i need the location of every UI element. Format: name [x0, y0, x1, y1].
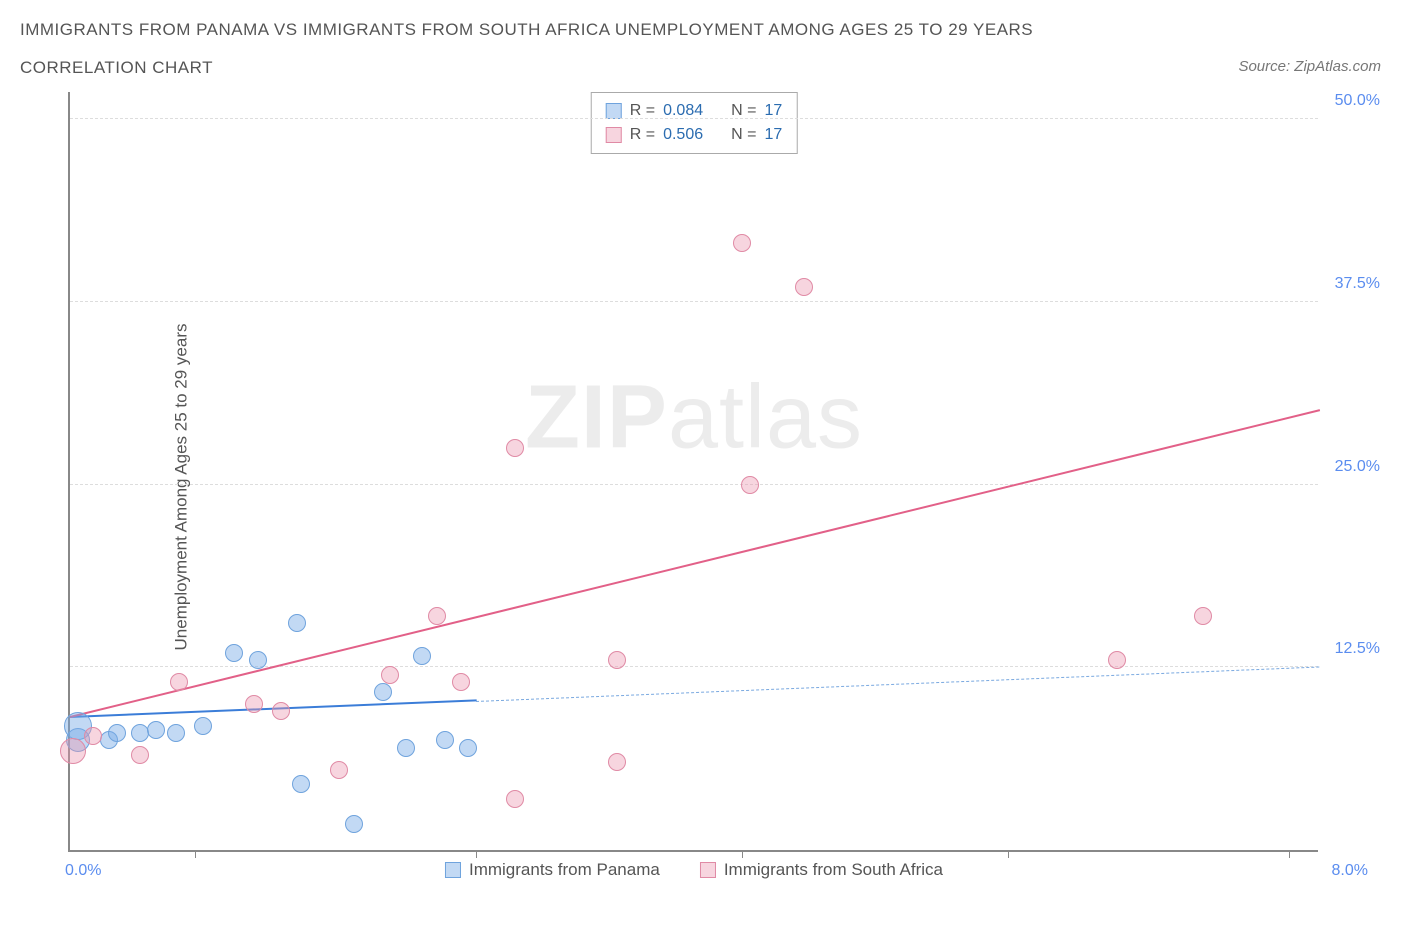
gridline [70, 484, 1318, 485]
data-point [147, 721, 165, 739]
trend-line [70, 410, 1320, 719]
r-label: R = [630, 99, 655, 123]
series-legend: Immigrants from Panama Immigrants from So… [445, 860, 943, 880]
x-tick [1289, 850, 1290, 858]
r-value: 0.084 [663, 99, 703, 123]
data-point [374, 683, 392, 701]
data-point [608, 651, 626, 669]
y-tick-label: 12.5% [1335, 640, 1380, 658]
data-point [506, 439, 524, 457]
data-point [225, 644, 243, 662]
x-min-label: 0.0% [65, 862, 101, 880]
x-tick [742, 850, 743, 858]
series-legend-item: Immigrants from Panama [445, 860, 660, 880]
data-point [428, 607, 446, 625]
legend-swatch [700, 862, 716, 878]
chart-title-line2: CORRELATION CHART [20, 58, 213, 78]
data-point [84, 727, 102, 745]
legend-swatch [606, 103, 622, 119]
n-label: N = [731, 123, 756, 147]
y-tick-label: 37.5% [1335, 275, 1380, 293]
r-value: 0.506 [663, 123, 703, 147]
n-value: 17 [764, 99, 782, 123]
y-tick-label: 50.0% [1335, 92, 1380, 110]
data-point [741, 476, 759, 494]
data-point [452, 673, 470, 691]
data-point [288, 614, 306, 632]
data-point [345, 815, 363, 833]
data-point [272, 702, 290, 720]
data-point [167, 724, 185, 742]
gridline [70, 118, 1318, 119]
x-tick [195, 850, 196, 858]
data-point [1108, 651, 1126, 669]
data-point [108, 724, 126, 742]
x-max-label: 8.0% [1332, 862, 1368, 880]
data-point [795, 278, 813, 296]
trend-line [476, 666, 1320, 702]
data-point [381, 666, 399, 684]
data-point [330, 761, 348, 779]
n-label: N = [731, 99, 756, 123]
data-point [170, 673, 188, 691]
data-point [1194, 607, 1212, 625]
data-point [733, 234, 751, 252]
gridline [70, 301, 1318, 302]
chart-container: Unemployment Among Ages 25 to 29 years Z… [58, 92, 1378, 882]
legend-swatch [445, 862, 461, 878]
source-attribution: Source: ZipAtlas.com [1238, 58, 1381, 75]
series-name: Immigrants from South Africa [724, 860, 943, 880]
data-point [249, 651, 267, 669]
data-point [397, 739, 415, 757]
plot-area: ZIPatlas R = 0.084N = 17R = 0.506N = 17 … [68, 92, 1318, 852]
n-value: 17 [764, 123, 782, 147]
data-point [459, 739, 477, 757]
series-legend-item: Immigrants from South Africa [700, 860, 943, 880]
chart-title-line1: IMMIGRANTS FROM PANAMA VS IMMIGRANTS FRO… [20, 20, 1033, 40]
r-label: R = [630, 123, 655, 147]
y-tick-label: 25.0% [1335, 458, 1380, 476]
data-point [245, 695, 263, 713]
watermark: ZIPatlas [525, 366, 863, 469]
correlation-legend: R = 0.084 N = 17 R = 0.506 N = 17 [591, 92, 798, 154]
data-point [194, 717, 212, 735]
x-tick [1008, 850, 1009, 858]
data-point [60, 738, 86, 764]
series-name: Immigrants from Panama [469, 860, 660, 880]
x-tick [476, 850, 477, 858]
data-point [608, 753, 626, 771]
data-point [436, 731, 454, 749]
data-point [131, 746, 149, 764]
data-point [506, 790, 524, 808]
legend-swatch [606, 127, 622, 143]
data-point [413, 647, 431, 665]
legend-row: R = 0.506 N = 17 [606, 123, 783, 147]
legend-row: R = 0.084 N = 17 [606, 99, 783, 123]
data-point [292, 775, 310, 793]
